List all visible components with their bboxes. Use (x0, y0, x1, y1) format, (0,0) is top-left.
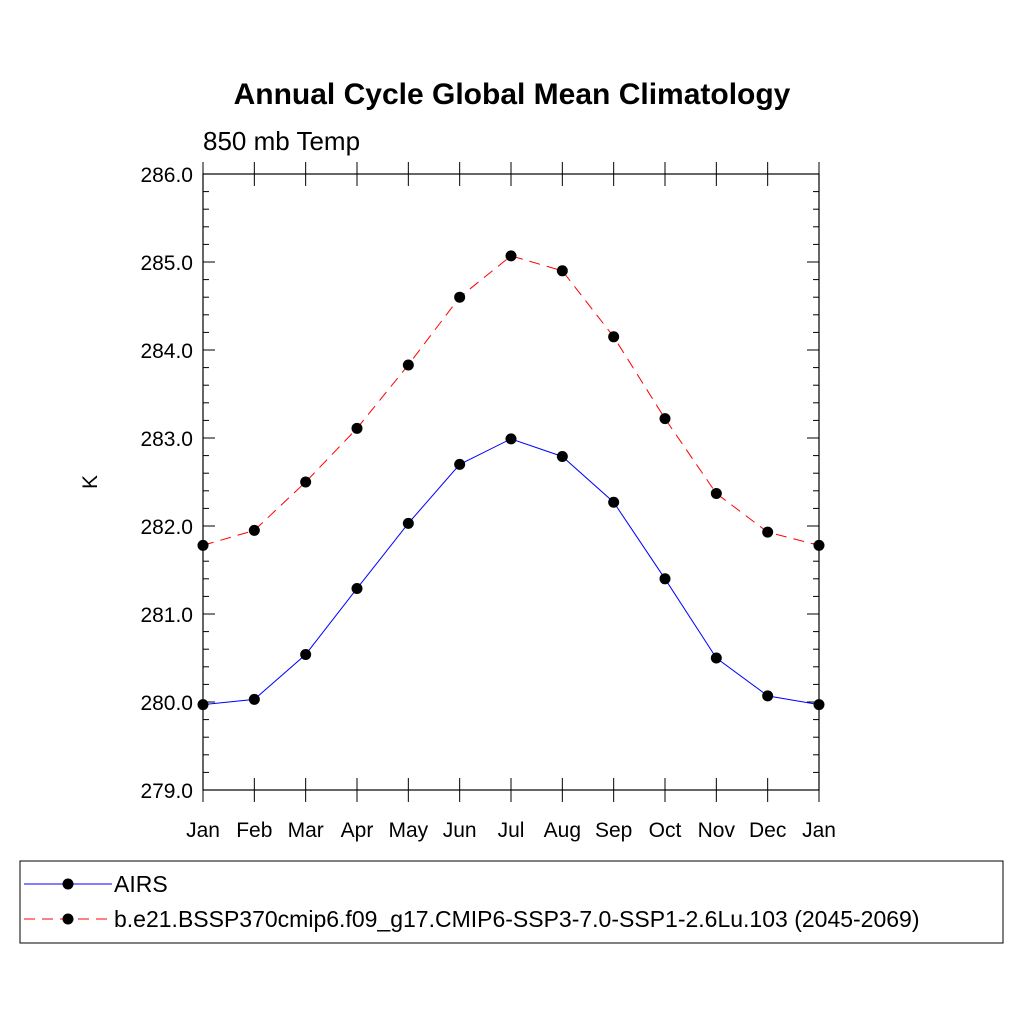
data-point-series-1 (505, 250, 517, 262)
x-tick-label: May (388, 819, 428, 842)
data-point-series-0 (710, 652, 722, 664)
data-point-series-0 (505, 433, 517, 445)
x-tick-label: Aug (544, 819, 581, 842)
legend-marker-model (62, 913, 74, 925)
data-point-series-1 (556, 265, 568, 277)
data-point-series-0 (351, 582, 363, 594)
data-point-series-0 (659, 573, 671, 585)
data-point-series-1 (402, 359, 414, 371)
legend-marker-airs (62, 878, 74, 890)
y-tick-label: 279.0 (140, 780, 193, 803)
series-layer (197, 250, 825, 711)
y-tick-label: 280.0 (140, 692, 193, 715)
y-axis-label: K (79, 475, 102, 489)
data-point-series-1 (659, 413, 671, 425)
legend-box (19, 860, 1004, 944)
series-line-0 (202, 438, 820, 706)
y-tick-label: 284.0 (140, 340, 193, 363)
data-point-series-0 (248, 693, 260, 705)
legend-label-airs: AIRS (114, 871, 168, 897)
data-point-series-1 (710, 487, 722, 499)
y-tick-label: 282.0 (140, 516, 193, 539)
data-point-series-1 (608, 331, 620, 343)
y-tick-label: 285.0 (140, 252, 193, 275)
data-point-series-0 (454, 458, 466, 470)
series-line-1 (202, 255, 820, 546)
legend: AIRS b.e21.BSSP370cmip6.f09_g17.CMIP6-SS… (19, 860, 1004, 944)
data-point-series-0 (300, 648, 312, 660)
y-tick-label: 283.0 (140, 428, 193, 451)
data-point-series-1 (762, 526, 774, 538)
x-tick-label: Nov (698, 819, 736, 842)
x-tick-label: Oct (649, 819, 682, 842)
y-tick-labels: 279.0 280.0 281.0 282.0 283.0 284.0 285.0 286.0 (140, 164, 193, 803)
data-point-series-0 (608, 496, 620, 508)
x-tick-label: Feb (236, 819, 272, 842)
data-point-series-1 (300, 476, 312, 488)
chart-subtitle: 850 mb Temp (203, 126, 360, 156)
x-tick-label: Apr (341, 819, 374, 842)
data-point-series-1 (454, 291, 466, 303)
plot-frame (202, 173, 820, 791)
x-tick-label: Mar (288, 819, 324, 842)
data-point-series-1 (351, 422, 363, 434)
data-point-series-0 (762, 690, 774, 702)
data-point-series-1 (248, 524, 260, 536)
x-tick-label: Jan (186, 819, 220, 842)
data-point-series-0 (402, 517, 414, 529)
x-tick-label: Jul (498, 819, 525, 842)
x-tick-label: Sep (595, 819, 632, 842)
y-tick-label: 286.0 (140, 164, 193, 187)
x-tick-labels: Jan Feb Mar Apr May Jun Jul Aug Sep Oct Nov Dec Jan (186, 819, 836, 842)
x-tick-label: Dec (749, 819, 786, 842)
chart-title: Annual Cycle Global Mean Climatology (234, 78, 791, 111)
x-tick-label: Jun (443, 819, 477, 842)
legend-label-model: b.e21.BSSP370cmip6.f09_g17.CMIP6-SSP3-7.… (114, 906, 920, 932)
data-point-series-0 (556, 450, 568, 462)
y-tick-label: 281.0 (140, 604, 193, 627)
x-tick-label: Jan (802, 819, 836, 842)
